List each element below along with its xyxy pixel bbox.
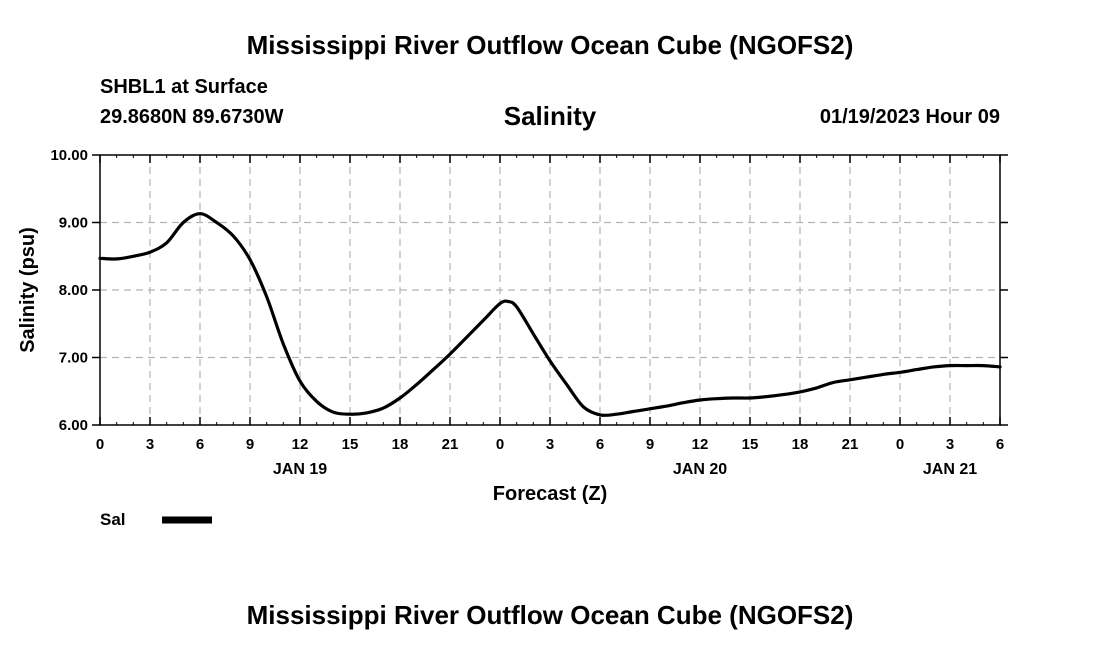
forecast-datetime: 01/19/2023 Hour 09 (819, 106, 1000, 128)
x-tick-label: 18 (392, 436, 409, 453)
x-tick-label: 21 (842, 436, 859, 453)
chart-grid (100, 155, 1000, 425)
chart-main-title: Mississippi River Outflow Ocean Cube (NG… (246, 30, 854, 60)
day-label: JAN 19 (273, 461, 327, 478)
x-tick-label: 3 (546, 436, 554, 453)
day-label: JAN 20 (673, 461, 727, 478)
x-tick-label: 0 (496, 436, 504, 453)
x-tick-label: 6 (996, 436, 1004, 453)
y-tick-label: 7.00 (59, 350, 88, 367)
chart-subtitle: Salinity (503, 101, 597, 131)
x-tick-label: 15 (742, 436, 759, 453)
x-tick-label: 12 (292, 436, 309, 453)
x-tick-label: 0 (896, 436, 904, 453)
x-tick-label: 3 (946, 436, 954, 453)
x-tick-label: 21 (442, 436, 459, 453)
y-tick-label: 9.00 (59, 215, 88, 232)
legend-label: Sal (100, 510, 126, 529)
chart-ticks (92, 154, 1008, 426)
series-line-sal (98, 212, 1002, 417)
station-coordinates: 29.8680N 89.6730W (100, 106, 284, 128)
chart-main-title-next: Mississippi River Outflow Ocean Cube (NG… (246, 600, 854, 630)
x-tick-label: 6 (596, 436, 604, 453)
x-tick-label: 3 (146, 436, 154, 453)
x-tick-label: 0 (96, 436, 104, 453)
y-tick-label: 8.00 (59, 282, 88, 299)
x-tick-label: 9 (246, 436, 254, 453)
station-label: SHBL1 at Surface (100, 76, 268, 98)
y-axis-tick-labels: 6.00 7.00 8.00 9.00 10.00 (50, 147, 88, 434)
y-tick-label: 10.00 (50, 147, 88, 164)
day-labels: JAN 19 JAN 20 JAN 21 (273, 461, 977, 478)
x-axis-tick-labels: 0 3 6 9 12 15 18 21 0 3 6 9 12 15 18 21 0 3 6 (96, 436, 1004, 453)
x-axis-label: Forecast (Z) (493, 483, 607, 505)
x-tick-label: 12 (692, 436, 709, 453)
y-tick-label: 6.00 (59, 417, 88, 434)
day-label: JAN 21 (923, 461, 977, 478)
x-tick-label: 18 (792, 436, 809, 453)
x-tick-label: 9 (646, 436, 654, 453)
x-tick-label: 6 (196, 436, 204, 453)
x-tick-label: 15 (342, 436, 359, 453)
y-axis-label: Salinity (psu) (17, 227, 39, 353)
